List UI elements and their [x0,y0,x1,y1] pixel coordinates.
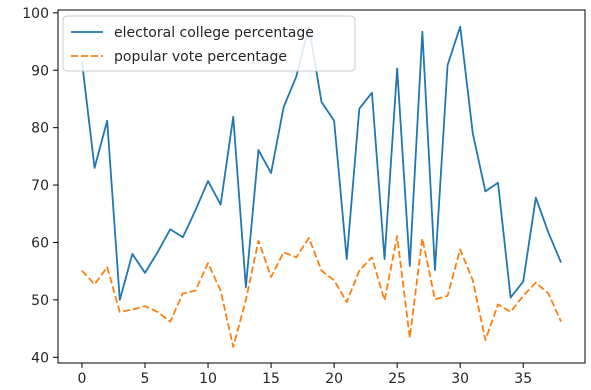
x-tick-label: 20 [325,371,343,387]
x-axis: 0 5 10 15 20 25 30 35 [77,363,532,387]
series-layer [81,25,562,348]
legend-box [62,15,356,72]
y-tick-label: 60 [31,235,49,251]
y-tick-label: 100 [22,6,49,22]
x-tick-label: 30 [451,371,469,387]
x-tick-label: 25 [388,371,406,387]
series-line-electoral [81,25,562,301]
y-tick-label: 80 [31,121,49,137]
y-tick-label: 50 [31,293,49,309]
y-tick-label: 90 [31,63,49,79]
y-tick-label: 40 [31,350,49,366]
y-axis: 40 50 60 70 80 90 100 [22,6,58,366]
x-tick-label: 15 [262,371,280,387]
x-tick-label: 0 [77,371,86,387]
legend-label: popular vote percentage [114,49,287,65]
x-tick-label: 10 [199,371,217,387]
x-tick-label: 5 [141,371,150,387]
series-line-popular [81,235,562,348]
y-tick-label: 70 [31,178,49,194]
x-tick-label: 35 [514,371,532,387]
legend-label: electoral college percentage [114,25,314,41]
legend: electoral college percentage popular vote… [62,15,356,72]
